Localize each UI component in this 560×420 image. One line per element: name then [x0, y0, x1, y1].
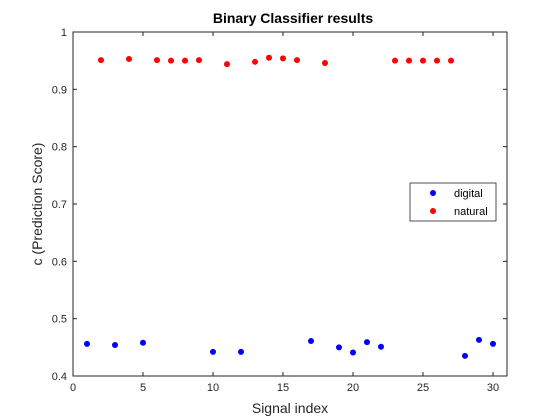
y-tick-label: 0.9	[52, 84, 67, 96]
x-axis-label: Signal index	[252, 400, 328, 416]
y-tick-label: 0.6	[52, 256, 67, 268]
data-point-natural	[406, 57, 412, 64]
data-point-digital	[378, 343, 384, 350]
data-point-natural	[448, 57, 454, 64]
x-tick-label: 25	[417, 382, 429, 394]
y-tick-label: 0.7	[52, 199, 67, 211]
data-point-natural	[224, 61, 230, 68]
data-point-natural	[182, 57, 188, 64]
data-point-digital	[112, 342, 118, 349]
plot-frame	[72, 31, 508, 377]
data-point-natural	[252, 58, 258, 65]
legend-label-digital: digital	[454, 188, 483, 200]
x-tick-label: 15	[277, 382, 289, 394]
data-point-digital	[84, 340, 90, 347]
data-point-natural	[434, 57, 440, 64]
data-point-natural	[322, 59, 328, 66]
data-point-digital	[364, 339, 370, 346]
chart-title: Binary Classifier results	[213, 10, 374, 26]
data-point-digital	[336, 344, 342, 351]
y-tick-label: 1	[61, 27, 67, 39]
legend-box	[409, 182, 497, 222]
data-point-natural	[280, 55, 286, 62]
data-point-digital	[238, 348, 244, 355]
data-point-digital	[308, 338, 314, 345]
data-point-digital	[476, 336, 482, 343]
tick-labels: 0 5 10 15 20 25 30 0.4 0.5 0.6 0.7 0.8 0.9 1	[52, 27, 499, 394]
data-point-digital	[490, 340, 496, 347]
data-point-natural	[196, 57, 202, 64]
data-point-digital	[140, 339, 146, 346]
data-point-natural	[420, 57, 426, 64]
data-point-natural	[392, 57, 398, 64]
data-point-digital	[210, 348, 216, 355]
x-tick-label: 10	[207, 382, 219, 394]
data-point-natural	[98, 57, 104, 64]
y-tick-label: 0.4	[52, 371, 67, 383]
legend-marker-natural	[430, 208, 436, 214]
data-point-natural	[294, 57, 300, 64]
x-tick-label: 5	[140, 382, 146, 394]
data-point-natural	[154, 57, 160, 64]
x-tick-label: 0	[70, 382, 76, 394]
data-point-natural	[168, 57, 174, 64]
data-point-digital	[350, 349, 356, 356]
data-points	[84, 54, 496, 359]
data-point-natural	[266, 54, 272, 61]
y-tick-label: 0.8	[52, 142, 67, 154]
legend-label-natural: natural	[454, 206, 488, 218]
data-point-natural	[126, 55, 132, 62]
legend-marker-digital	[430, 190, 436, 196]
x-tick-label: 20	[347, 382, 359, 394]
data-point-digital	[462, 352, 468, 359]
y-axis-label: c (Prediction Score)	[29, 143, 45, 266]
x-tick-label: 30	[487, 382, 499, 394]
legend: digital natural	[409, 182, 497, 222]
y-tick-label: 0.5	[52, 314, 67, 326]
